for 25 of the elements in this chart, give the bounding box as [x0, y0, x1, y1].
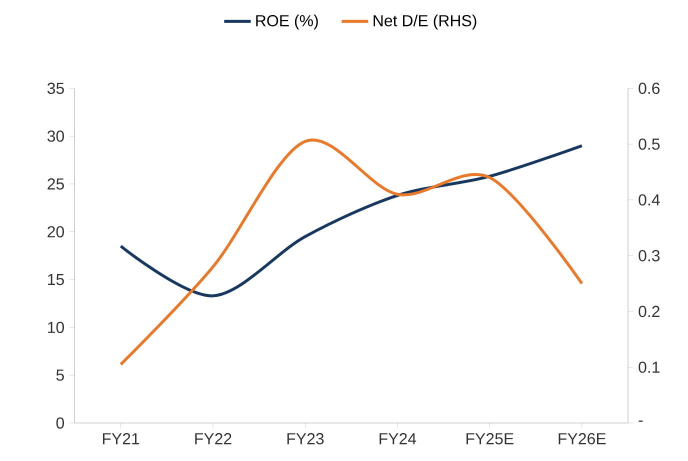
y-tick-label: 0: [56, 417, 64, 429]
y-tick-label: 25: [48, 178, 64, 190]
y2-tick-label: 0.6: [638, 82, 660, 94]
x-tick-label: FY24: [380, 433, 416, 444]
legend-label: ROE (%): [256, 14, 318, 30]
legend-label: Net D/E (RHS): [374, 14, 476, 30]
y-tick-label: 15: [48, 274, 64, 286]
y2-tick-label: 0.3: [638, 250, 660, 262]
x-tick-label: FY23: [287, 433, 324, 444]
x-tick-label: FY26E: [558, 433, 606, 444]
y-tick-label: 20: [48, 226, 64, 238]
y-tick-label: 35: [47, 82, 64, 94]
y2-tick-label: 0.1: [638, 362, 660, 373]
y2-tick-label: -: [638, 420, 643, 422]
x-tick-label: FY21: [102, 433, 140, 444]
line-series: [119, 139, 584, 366]
x-tick-label: FY22: [195, 433, 232, 444]
x-tick-label: FY25E: [466, 433, 514, 444]
y-tick-label: 5: [56, 370, 64, 381]
line-series: [119, 144, 584, 298]
y-tick-label: 30: [47, 130, 64, 142]
y-tick-label: 10: [48, 322, 64, 334]
y2-tick-label: 0.2: [638, 306, 660, 318]
y2-tick-label: 0.4: [638, 194, 660, 206]
y2-tick-label: 0.5: [638, 138, 660, 150]
